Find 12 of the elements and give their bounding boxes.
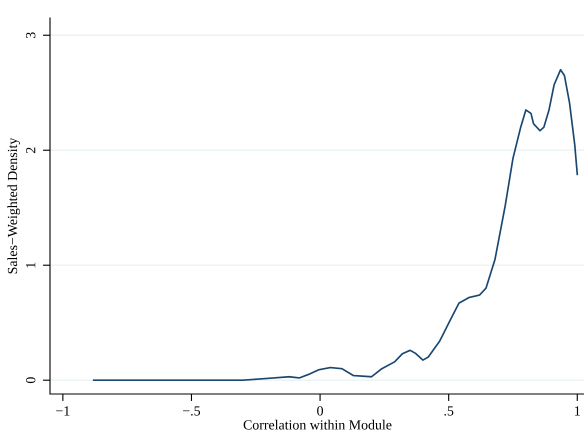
y-tick-label: 1: [26, 262, 36, 268]
y-tick-label: 3: [26, 32, 36, 38]
y-tick-label: 0: [26, 377, 36, 384]
y-axis-title: Sales−Weighted Density: [7, 138, 20, 274]
x-tick-label: 0: [317, 406, 324, 416]
y-tick-label: 2: [26, 148, 36, 154]
x-axis-title: Correlation within Module: [244, 420, 392, 430]
x-tick-label: −1: [56, 406, 70, 416]
line-series: [92, 68, 578, 382]
x-tick-label: 1: [575, 406, 580, 416]
x-tick-label: −.5: [183, 406, 200, 416]
x-tick-label: .5: [444, 406, 454, 416]
